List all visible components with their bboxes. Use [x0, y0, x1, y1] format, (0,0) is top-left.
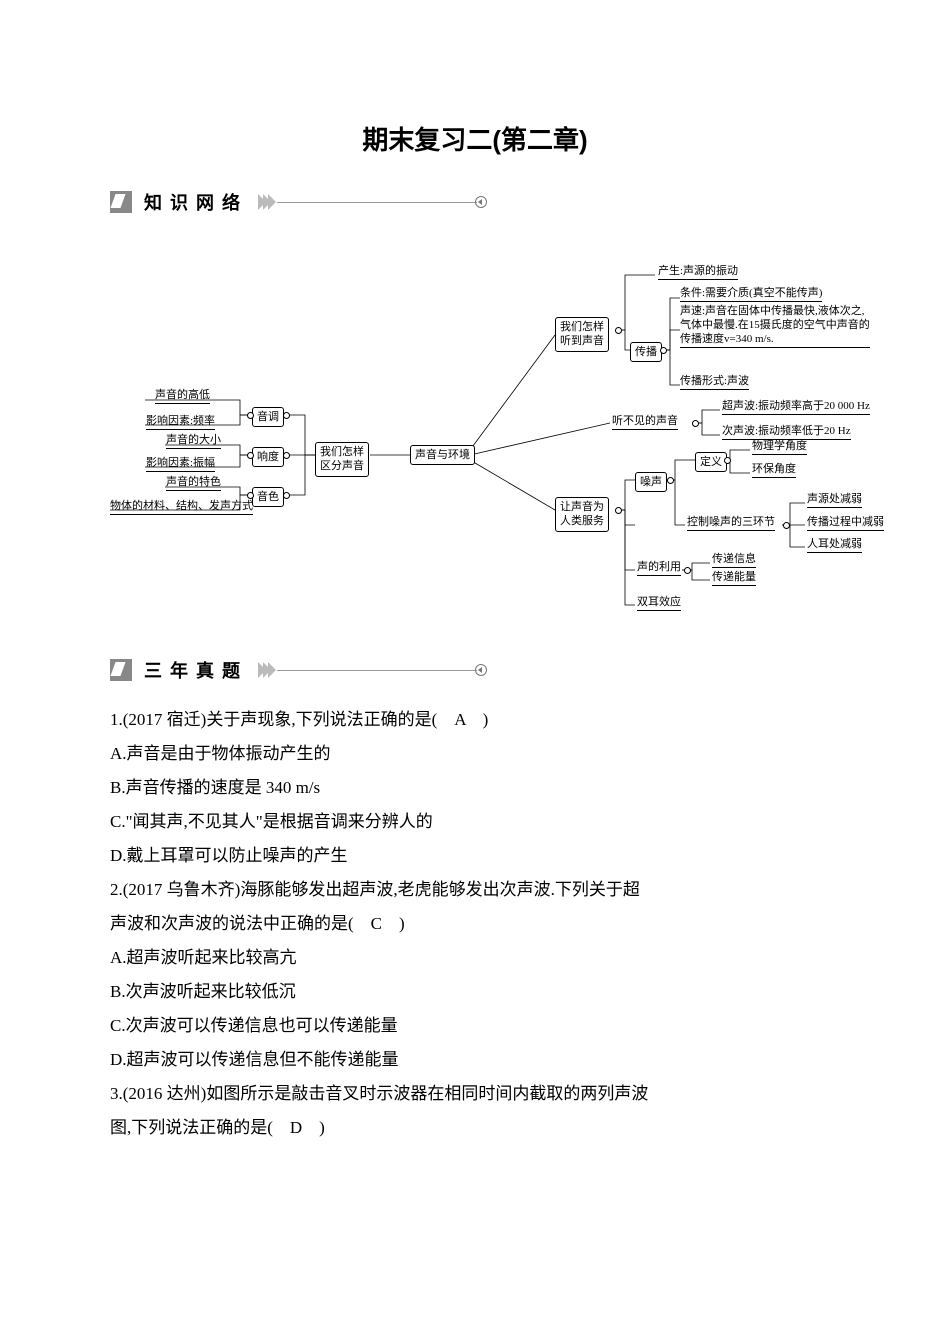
connector-dot-icon	[247, 412, 254, 419]
q1-option-b: B.声音传播的速度是 340 m/s	[110, 771, 840, 805]
q1-stem: 1.(2017 宿迁)关于声现象,下列说法正确的是( A )	[110, 703, 840, 737]
leaf-xingshi: 传播形式:声波	[680, 375, 749, 390]
section-header-exam: 三年真题	[110, 655, 840, 685]
pencil-icon	[110, 191, 132, 213]
q1-option-a: A.声音是由于物体振动产生的	[110, 737, 840, 771]
questions-block: 1.(2017 宿迁)关于声现象,下列说法正确的是( A ) A.声音是由于物体…	[110, 703, 840, 1145]
q2-option-a: A.超声波听起来比较高亢	[110, 941, 840, 975]
section-label: 知识网络	[138, 187, 254, 217]
leaf-xiangdu-1: 声音的大小	[166, 434, 221, 449]
node-tingbujian: 听不见的声音	[612, 415, 678, 430]
leaf-tiaojian: 条件:需要介质(真空不能传声)	[680, 287, 822, 302]
arrows-icon	[258, 662, 273, 678]
node-zaosheng: 噪声	[635, 472, 667, 492]
leaf-xiangdu-2: 影响因素:振幅	[146, 457, 215, 472]
node-right-hub2: 让声音为 人类服务	[555, 497, 609, 532]
arrows-icon	[258, 194, 273, 210]
leaf-wuli: 物理学角度	[752, 440, 807, 455]
node-left-hub: 我们怎样 区分声音	[315, 442, 369, 477]
leaf-yinse-1: 声音的特色	[166, 476, 221, 491]
leaf-huanbao: 环保角度	[752, 463, 796, 478]
node-kongzhi: 控制噪声的三环节	[687, 516, 775, 531]
leaf-xinxi: 传递信息	[712, 553, 756, 568]
leaf-yindiao-1: 声音的高低	[155, 389, 210, 404]
leaf-chaosheng: 超声波:振动频率高于20 000 Hz	[722, 400, 870, 415]
section-label: 三年真题	[138, 655, 254, 685]
connector-dot-icon	[283, 412, 290, 419]
connector-dot-icon	[615, 507, 622, 514]
connector-dot-icon	[667, 477, 674, 484]
connector-dot-icon	[283, 452, 290, 459]
connector-dot-icon	[283, 492, 290, 499]
divider-line	[277, 202, 477, 203]
connector-dot-icon	[692, 420, 699, 427]
connector-dot-icon	[724, 457, 731, 464]
section-header-knowledge: 知识网络	[110, 187, 840, 217]
leaf-ruo3: 人耳处减弱	[807, 538, 862, 553]
node-center: 声音与环境	[410, 445, 475, 465]
leaf-yindiao-2: 影响因素:频率	[146, 415, 215, 430]
node-xiangdu: 响度	[252, 447, 284, 467]
node-yindiao: 音调	[252, 407, 284, 427]
page-title: 期末复习二(第二章)	[110, 120, 840, 157]
q3-stem-line2: 图,下列说法正确的是( D )	[110, 1111, 840, 1145]
node-dingyi: 定义	[695, 452, 727, 472]
mindmap-diagram: 声音与环境 我们怎样 区分声音 音调 声音的高低 影响因素:频率 响度 声音的大…	[110, 235, 870, 635]
connector-dot-icon	[684, 567, 691, 574]
node-liyong: 声的利用	[637, 561, 681, 576]
q1-option-d: D.戴上耳罩可以防止噪声的产生	[110, 839, 840, 873]
node-right-hub1: 我们怎样 听到声音	[555, 317, 609, 352]
node-chuanbo: 传播	[630, 342, 662, 362]
leaf-ruo2: 传播过程中减弱	[807, 516, 884, 531]
leaf-chansheng: 产生:声源的振动	[658, 265, 738, 280]
q2-option-d: D.超声波可以传递信息但不能传递能量	[110, 1043, 840, 1077]
leaf-shengsu: 声速:声音在固体中传播最快,液体次之, 气体中最慢.在15摄氏度的空气中声音的 …	[680, 305, 870, 348]
connector-dot-icon	[783, 522, 790, 529]
q2-stem-line2: 声波和次声波的说法中正确的是( C )	[110, 907, 840, 941]
leaf-nengliang: 传递能量	[712, 571, 756, 586]
q1-option-c: C."闻其声,不见其人"是根据音调来分辨人的	[110, 805, 840, 839]
connector-dot-icon	[615, 327, 622, 334]
leaf-shuanger: 双耳效应	[637, 596, 681, 611]
end-marker-icon	[475, 196, 487, 208]
node-yinse: 音色	[252, 487, 284, 507]
leaf-cisheng: 次声波:振动频率低于20 Hz	[722, 425, 851, 440]
leaf-yinse-2: 物体的材料、结构、发声方式	[110, 500, 253, 515]
leaf-ruo1: 声源处减弱	[807, 493, 862, 508]
q2-option-b: B.次声波听起来比较低沉	[110, 975, 840, 1009]
q2-stem-line1: 2.(2017 乌鲁木齐)海豚能够发出超声波,老虎能够发出次声波.下列关于超	[110, 873, 840, 907]
q3-stem-line1: 3.(2016 达州)如图所示是敲击音叉时示波器在相同时间内截取的两列声波	[110, 1077, 840, 1111]
pencil-icon	[110, 659, 132, 681]
connector-dot-icon	[247, 492, 254, 499]
connector-dot-icon	[247, 452, 254, 459]
end-marker-icon	[475, 664, 487, 676]
connector-dot-icon	[660, 347, 667, 354]
q2-option-c: C.次声波可以传递信息也可以传递能量	[110, 1009, 840, 1043]
divider-line	[277, 670, 477, 671]
